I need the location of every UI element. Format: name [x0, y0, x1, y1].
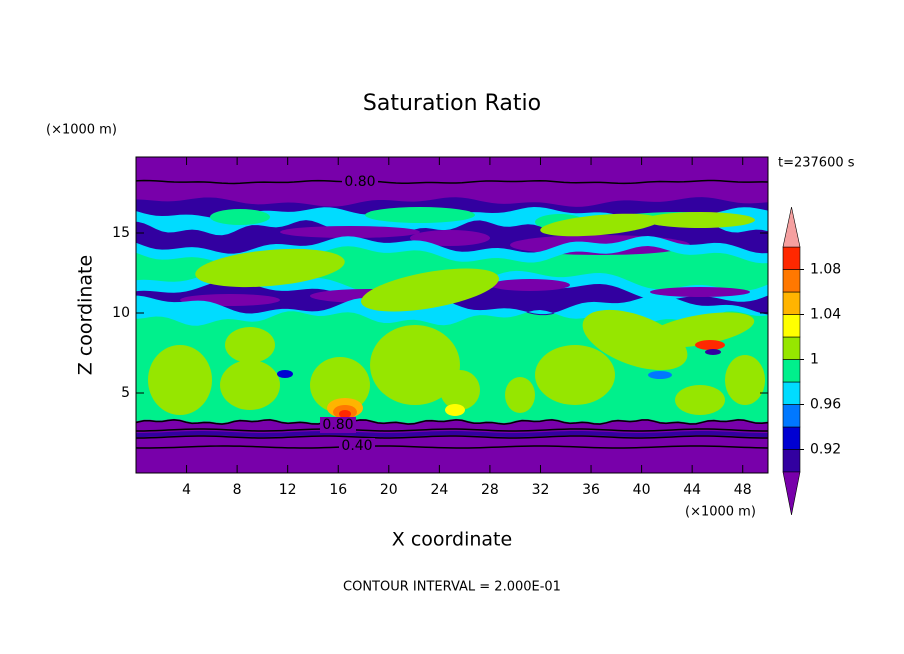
contour-label-bg [342, 174, 378, 190]
contour-fill [195, 248, 345, 288]
contour-fill [725, 355, 765, 405]
contour-fill [277, 370, 293, 378]
x-tick-label: 36 [582, 482, 600, 498]
y-axis-label: Z coordinate [75, 255, 97, 375]
contour-fill [490, 279, 570, 291]
colorbar-extend-high [782, 206, 801, 248]
contour-fill [339, 410, 351, 418]
contour-fill [310, 357, 370, 413]
colorbar-tick-label: 0.92 [810, 442, 841, 458]
x-tick-label: 28 [481, 482, 499, 498]
x-tick-label: 8 [233, 482, 242, 498]
colorbar-swatch [782, 381, 801, 405]
colorbar-swatch [782, 246, 801, 270]
x-tick-label: 4 [182, 482, 191, 498]
x-tick-label: 12 [279, 482, 297, 498]
contour-fill [148, 345, 212, 415]
y-tick-label: 10 [112, 305, 130, 321]
contour-line [136, 435, 768, 439]
x-tick-label: 24 [430, 482, 448, 498]
colorbar-swatch [782, 291, 801, 315]
contour-fill [505, 377, 535, 413]
x-tick-label: 44 [683, 482, 701, 498]
colorbar-swatch [782, 426, 801, 450]
colorbar-swatch [782, 359, 801, 383]
contour-field [136, 157, 768, 473]
contour-fill [645, 212, 755, 228]
contour-line [136, 428, 768, 432]
y-tick-label: 15 [112, 225, 130, 241]
x-tick-label: 32 [532, 482, 550, 498]
contour-fill [650, 287, 750, 297]
colorbar-extend-low [782, 471, 801, 516]
y-tick-label: 5 [121, 385, 130, 401]
x-tick-label: 16 [329, 482, 347, 498]
contour-fill [280, 226, 420, 238]
contour-fill [225, 327, 275, 363]
contour-label: 0.40 [341, 438, 372, 454]
contour-line [136, 419, 768, 425]
contour-fill [365, 207, 475, 223]
contour-fill [535, 345, 615, 405]
colorbar-swatch [782, 404, 801, 428]
y-unit: (×1000 m) [46, 123, 117, 138]
colorbar-swatch [782, 336, 801, 360]
contour-label: 0.80 [322, 417, 353, 433]
x-axis-label: X coordinate [392, 529, 512, 551]
contour-fill [675, 385, 725, 415]
x-unit: (×1000 m) [685, 505, 756, 520]
overlay: 0.800.800.404 8 12 16 20 24 28 32 36 40 44 48510150… [112, 156, 841, 516]
contour-fill [582, 309, 688, 371]
contour-fill [440, 370, 480, 410]
colorbar-swatch [782, 314, 801, 338]
chart-title: Saturation Ratio [363, 91, 541, 116]
contour-label-bg [339, 438, 375, 454]
contour-fill [705, 349, 721, 355]
colorbar-swatch [782, 269, 801, 293]
contour-fill [645, 312, 755, 348]
time-label: t=237600 s [778, 156, 855, 171]
x-tick-label: 20 [380, 482, 398, 498]
contour-fill [445, 404, 465, 416]
plot-frame [135, 156, 769, 474]
contour-label: 0.80 [344, 174, 375, 190]
contour-fill [360, 268, 500, 312]
contour-line [136, 445, 768, 449]
x-tick-label: 48 [734, 482, 752, 498]
contour-fill [410, 230, 490, 246]
contour-fill [695, 340, 725, 350]
colorbar-tick-label: 1.08 [810, 262, 841, 278]
contour-fill [220, 360, 280, 410]
colorbar-tick-label: 0.96 [810, 397, 841, 413]
contour-fill [210, 209, 270, 225]
colorbar-tick-label: 1.04 [810, 307, 841, 323]
contour-fill [370, 325, 460, 405]
colorbar-tick-label: 1 [810, 352, 819, 368]
contour-label-bg [320, 417, 356, 433]
contour-fill [540, 213, 660, 237]
footer-note: CONTOUR INTERVAL = 2.000E-01 [343, 580, 561, 595]
contour-line [136, 179, 768, 185]
colorbar-swatch [782, 449, 801, 473]
x-tick-label: 40 [633, 482, 651, 498]
contour-fill [136, 431, 768, 437]
contour-fill [648, 371, 672, 379]
contour-fill [136, 236, 768, 264]
